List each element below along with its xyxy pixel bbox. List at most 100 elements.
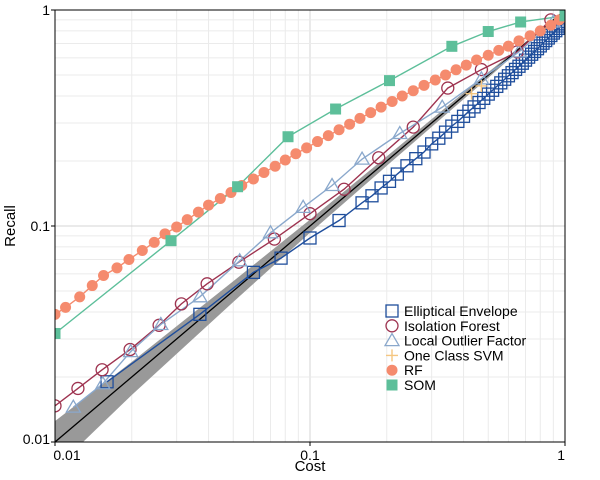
rf-point xyxy=(375,101,387,113)
rf-point xyxy=(418,79,430,91)
isolation-forest-point xyxy=(441,81,455,95)
elliptical-envelope-point xyxy=(485,83,500,97)
elliptical-envelope-point xyxy=(472,95,486,110)
som-point xyxy=(330,103,342,115)
rf-point xyxy=(471,54,483,66)
legend-label-local-outlier-factor: Local Outlier Factor xyxy=(404,333,526,349)
legend-label-isolation-forest: Isolation Forest xyxy=(404,318,500,334)
som-point xyxy=(55,327,61,339)
rf-point xyxy=(386,96,398,108)
elliptical-envelope-point xyxy=(355,196,369,210)
elliptical-envelope-point xyxy=(536,36,550,50)
y-tick-label: 0.01 xyxy=(23,431,50,447)
x-tick-label: 0.1 xyxy=(300,447,320,463)
local-outlier-factor-point xyxy=(122,343,139,358)
x-tick-label: 1 xyxy=(557,447,565,463)
local-outlier-factor-point xyxy=(353,150,371,165)
series-markers xyxy=(55,10,565,413)
local-outlier-factor-point xyxy=(295,199,312,213)
local-outlier-factor-point xyxy=(152,316,169,331)
som-line xyxy=(55,15,565,335)
rf-point xyxy=(407,85,419,97)
rf-point xyxy=(333,124,345,136)
local-outlier-factor-point xyxy=(231,252,248,267)
baseline-line xyxy=(55,10,565,442)
local-outlier-factor-point xyxy=(191,288,209,303)
isolation-forest-point xyxy=(406,120,420,134)
local-outlier-factor-point xyxy=(94,375,111,390)
legend-item-one-class-svm: One Class SVM xyxy=(386,347,504,363)
legend-item-local-outlier-factor: Local Outlier Factor xyxy=(383,332,526,349)
elliptical-envelope-point xyxy=(462,104,476,118)
isolation-forest-point xyxy=(95,363,109,377)
elliptical-envelope-point xyxy=(481,87,495,101)
rf-point xyxy=(111,262,123,274)
elliptical-envelope-point xyxy=(467,100,481,114)
rf-point xyxy=(301,142,313,154)
rf-point xyxy=(258,166,270,178)
elliptical-envelope-point xyxy=(382,174,397,188)
rf-point xyxy=(269,160,281,172)
isolation-forest-point xyxy=(303,207,317,221)
legend-item-rf: RF xyxy=(386,362,423,378)
rf-point xyxy=(311,136,323,148)
rf-point xyxy=(74,291,86,303)
rf-point xyxy=(513,35,525,47)
isolation-forest-point xyxy=(474,62,489,77)
rf-point xyxy=(450,64,462,76)
legend-label-rf: RF xyxy=(404,362,423,378)
rf-point xyxy=(136,245,148,257)
som-point xyxy=(383,75,395,87)
rf-point xyxy=(86,280,98,292)
local-outlier-factor-point xyxy=(391,125,408,140)
rf-point xyxy=(279,154,291,166)
rf-point xyxy=(460,59,472,71)
local-outlier-factor-point xyxy=(65,398,82,413)
som-markers xyxy=(55,10,565,339)
elliptical-envelope-point xyxy=(365,189,379,203)
legend-item-isolation-forest: Isolation Forest xyxy=(385,318,500,334)
elliptical-envelope-point xyxy=(303,231,317,245)
elliptical-envelope-point xyxy=(274,251,288,265)
legend-label-one-class-svm: One Class SVM xyxy=(404,347,504,363)
rf-point xyxy=(545,19,557,31)
one-class-svm-point xyxy=(465,87,478,100)
elliptical-envelope-point xyxy=(477,91,491,105)
one-class-svm-point xyxy=(475,79,488,92)
rf-point xyxy=(482,49,494,61)
rf-point xyxy=(440,69,452,81)
isolation-forest-point xyxy=(71,381,85,396)
rf-point xyxy=(354,112,366,124)
rf-point xyxy=(290,148,302,160)
rf-point xyxy=(247,173,259,185)
isolation-forest-point xyxy=(200,277,214,291)
som-point xyxy=(165,235,177,247)
rf-point xyxy=(502,40,514,52)
axis-ticks: 0.01 0.1 1 0.01 0.1 1 xyxy=(23,2,566,463)
legend-label-som: SOM xyxy=(404,377,436,393)
som-point xyxy=(515,16,527,28)
y-tick-label: 0.1 xyxy=(31,218,51,234)
rf-point xyxy=(429,74,441,86)
legend-item-elliptical-envelope: Elliptical Envelope xyxy=(385,303,518,319)
one-class-svm-markers xyxy=(465,79,488,100)
isolation-forest-point xyxy=(123,342,137,357)
x-tick-label: 0.01 xyxy=(53,447,80,463)
rf-point xyxy=(60,301,72,313)
rf-point xyxy=(396,90,408,102)
y-tick-label: 1 xyxy=(42,2,50,18)
local-outlier-factor-point xyxy=(262,224,279,239)
isolation-forest-point xyxy=(372,151,386,165)
isolation-forest-line xyxy=(55,19,552,407)
legend-swatch-elliptical-envelope xyxy=(385,304,399,318)
plot-area xyxy=(55,10,565,442)
elliptical-envelope-point xyxy=(332,213,346,228)
som-point xyxy=(446,40,458,52)
elliptical-envelope-point xyxy=(417,145,431,159)
rf-point xyxy=(493,44,505,56)
elliptical-envelope-point xyxy=(100,375,114,389)
rf-point xyxy=(123,253,135,265)
elliptical-envelope-point xyxy=(246,265,261,280)
